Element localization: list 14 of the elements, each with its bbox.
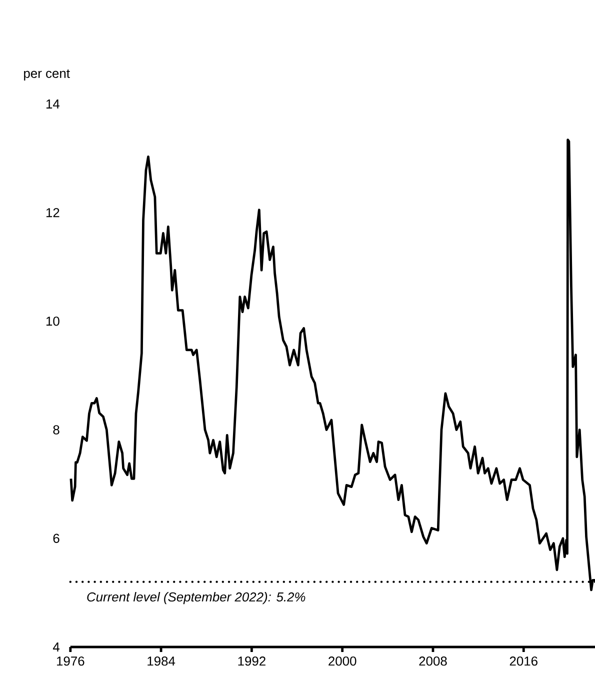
y-tick-label: 12 — [46, 208, 60, 218]
y-tick-label: 14 — [46, 100, 60, 108]
x-tick-label: 2008 — [419, 656, 447, 666]
y-axis-title: per cent — [24, 69, 70, 81]
y-tick-label: 4 — [52, 642, 60, 652]
y-tick-label: 10 — [46, 316, 60, 326]
x-tick-label: 1976 — [56, 656, 84, 666]
y-tick-label: 8 — [53, 425, 60, 434]
y-tick-label: 6 — [53, 534, 60, 543]
x-tick-label: 2000 — [328, 656, 356, 666]
ref-line-label: Current level (September 2022): 5.2% — [87, 592, 306, 604]
x-tick-label: 1984 — [148, 656, 176, 666]
x-tick-label: 1992 — [238, 656, 266, 666]
x-tick-label: 2016 — [510, 656, 538, 666]
